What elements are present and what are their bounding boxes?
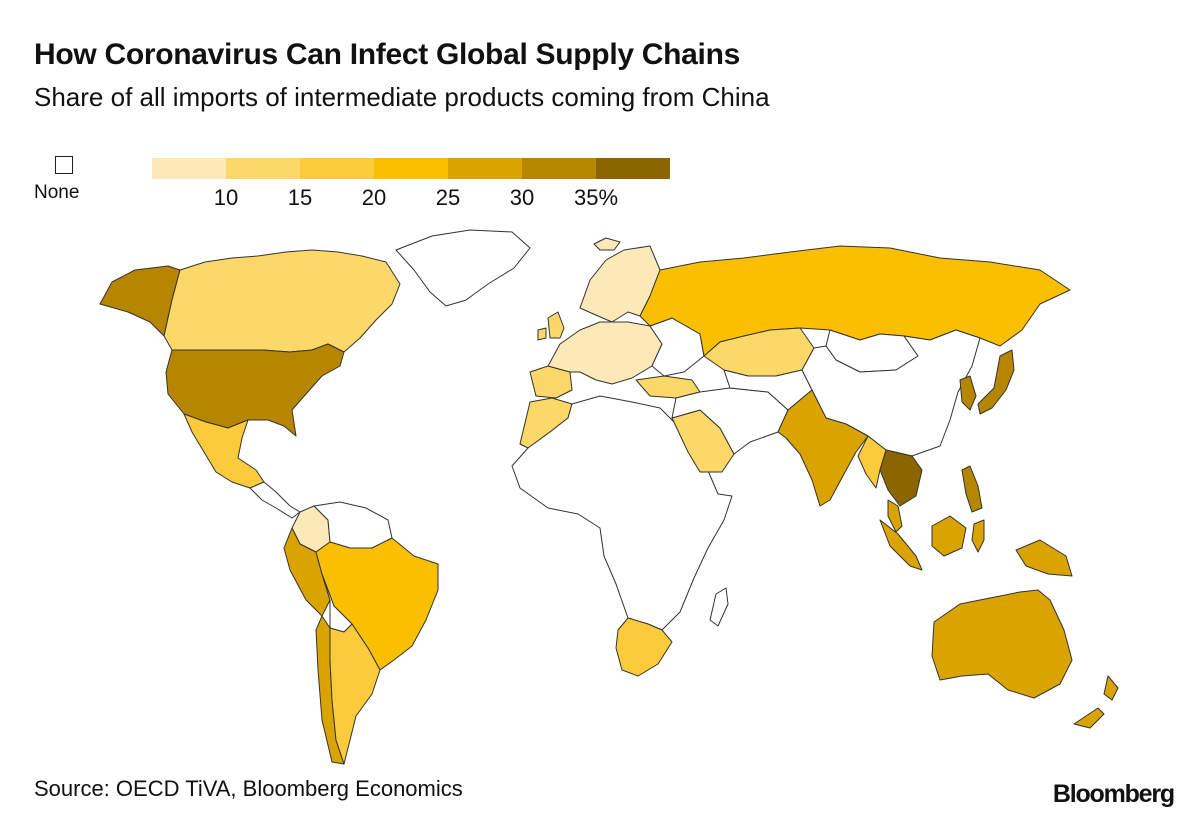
legend-swatch	[152, 158, 226, 179]
region-new-zealand	[1073, 675, 1119, 729]
region-australia	[931, 589, 1073, 699]
legend-color-scale	[152, 158, 670, 179]
region-india	[777, 389, 869, 507]
legend-swatch	[448, 158, 522, 179]
region-mexico	[183, 413, 265, 489]
legend-tick: 35%	[573, 185, 619, 210]
legend-tick: 15	[287, 185, 313, 210]
region-peru	[283, 527, 331, 617]
region-sumatra	[879, 519, 923, 571]
region-malay-peninsula	[887, 499, 903, 533]
legend-swatch	[300, 158, 374, 179]
legend-swatch	[374, 158, 448, 179]
region-greenland	[395, 229, 531, 307]
region-madagascar	[709, 587, 729, 627]
legend-tick: 30	[509, 185, 535, 210]
region-central-america	[249, 481, 301, 519]
region-borneo	[931, 515, 967, 557]
legend-none-swatch	[55, 156, 73, 174]
region-uk	[537, 311, 565, 341]
chart-title: How Coronavirus Can Infect Global Supply…	[34, 38, 740, 71]
color-legend: None 10 15 20 25 30 35%	[0, 150, 720, 220]
region-indochina	[879, 449, 923, 507]
region-sulawesi	[971, 519, 985, 553]
legend-swatch	[596, 158, 670, 179]
region-philippines	[961, 465, 983, 513]
legend-tick: 10	[213, 185, 239, 210]
region-middle-east	[671, 387, 789, 455]
region-iceland	[593, 237, 621, 251]
legend-none-label: None	[34, 182, 80, 203]
region-korea	[959, 375, 977, 411]
legend-tick: 25	[435, 185, 461, 210]
legend-swatch	[226, 158, 300, 179]
chart-subtitle: Share of all imports of intermediate pro…	[34, 82, 770, 112]
region-canada	[163, 249, 401, 353]
region-africa	[511, 395, 733, 631]
region-japan	[977, 349, 1015, 415]
region-argentina	[329, 623, 381, 765]
legend-tick: 20	[361, 185, 387, 210]
world-map	[99, 229, 1119, 765]
legend-swatch	[522, 158, 596, 179]
region-south-africa	[615, 617, 673, 677]
bloomberg-logo: Bloomberg	[1052, 780, 1175, 808]
region-papua	[1015, 539, 1073, 577]
source-note: Source: OECD TiVA, Bloomberg Economics	[34, 776, 463, 801]
